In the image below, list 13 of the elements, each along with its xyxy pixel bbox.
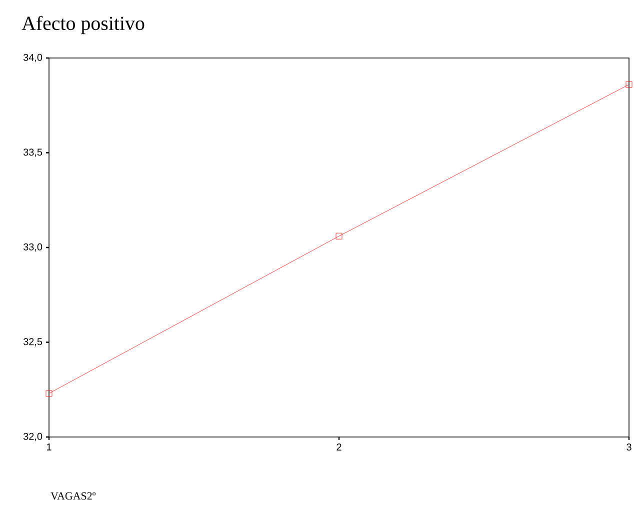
x-axis-title: VAGAS2º xyxy=(50,492,96,500)
y-tick-label: 33,0 xyxy=(23,243,42,252)
x-tick-label: 1 xyxy=(47,444,52,450)
point xyxy=(46,390,52,397)
y-tick-label: 33,5 xyxy=(23,148,42,157)
y-tick-label: 34,0 xyxy=(23,54,42,62)
y-tick-label: 32,5 xyxy=(23,338,42,346)
x-tick-label: 2 xyxy=(336,444,342,450)
y-tick-label: 32,0 xyxy=(23,432,42,442)
point xyxy=(336,232,342,240)
chart-title: Afecto positivo xyxy=(22,16,144,34)
point xyxy=(626,81,632,88)
x-tick-label: 3 xyxy=(626,444,632,451)
